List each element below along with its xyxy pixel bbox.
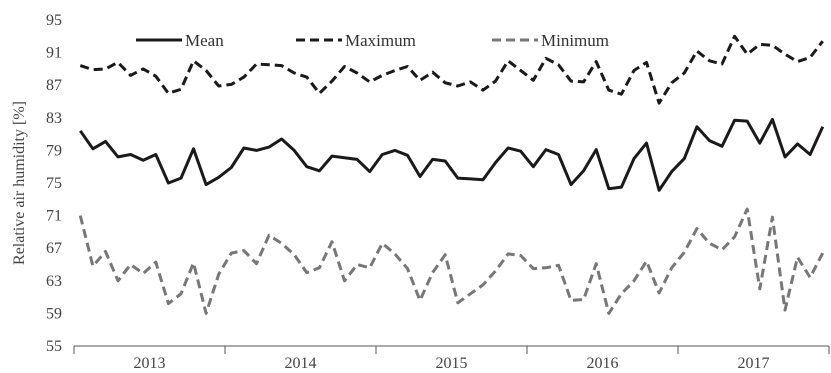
y-tick-label: 95 xyxy=(46,12,62,29)
x-tick-label: 2016 xyxy=(587,355,619,372)
y-tick-label: 87 xyxy=(46,77,62,94)
y-tick-label: 83 xyxy=(46,110,62,127)
legend: Mean Maximum Minimum xyxy=(136,31,609,50)
y-tick-label: 75 xyxy=(46,175,62,192)
series-line-maximum xyxy=(79,34,824,105)
y-tick-label: 63 xyxy=(46,273,62,290)
x-tick-label: 2013 xyxy=(134,355,166,372)
y-tick-label: 91 xyxy=(46,45,62,62)
axes: 55 59 63 67 71 75 79 83 87 91 95 2013 2014 2015 2016 20… xyxy=(46,12,830,372)
x-tick-label: 2015 xyxy=(436,355,468,372)
y-tick-label: 71 xyxy=(46,208,62,225)
y-axis-title: Relative air humidity [%] xyxy=(11,101,28,265)
series-lines xyxy=(78,34,825,315)
legend-label-minimum: Minimum xyxy=(541,31,609,50)
legend-label-mean: Mean xyxy=(185,31,224,50)
y-tick-label: 59 xyxy=(46,305,62,322)
x-tick-label: 2017 xyxy=(738,355,770,372)
series-line-minimum xyxy=(78,207,825,315)
legend-label-maximum: Maximum xyxy=(345,31,416,50)
y-tick-label: 67 xyxy=(46,240,62,257)
series-line-mean xyxy=(79,117,825,192)
y-tick-label: 79 xyxy=(46,142,62,159)
y-tick-label: 55 xyxy=(46,338,62,355)
x-tick-label: 2014 xyxy=(285,355,317,372)
